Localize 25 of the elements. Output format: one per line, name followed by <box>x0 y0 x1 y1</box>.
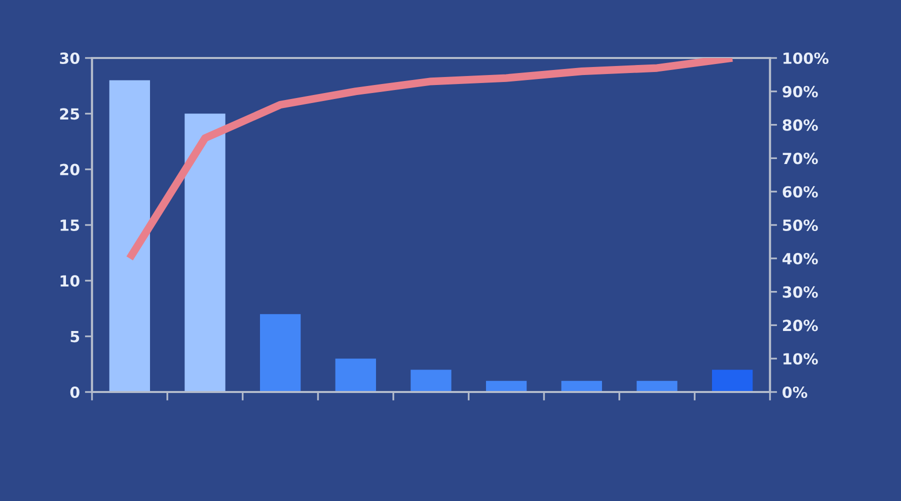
y-tick-label: 0 <box>70 386 80 398</box>
y2-tick-label: 20% <box>783 320 818 332</box>
y2-tick-label: 40% <box>782 252 818 264</box>
y2-tick-label: 70% <box>782 152 818 164</box>
bar <box>109 80 150 392</box>
y-tick-label: 15 <box>60 220 80 232</box>
y-tick-label: 20 <box>60 164 80 176</box>
y2-tick-label: 0% <box>782 386 808 398</box>
bar <box>636 380 678 392</box>
y-tick-label: 25 <box>60 108 80 120</box>
bar <box>260 314 301 392</box>
y2-tick-label: 100% <box>784 52 829 64</box>
y-tick-label: 5 <box>70 331 80 342</box>
y2-tick-label: 50% <box>782 219 818 232</box>
bar <box>712 370 753 392</box>
bar <box>410 370 452 392</box>
bar <box>184 114 226 392</box>
bar <box>335 358 376 392</box>
y-tick-label: 10 <box>60 275 80 287</box>
y2-tick-label: 10% <box>784 353 818 365</box>
y2-tick-label: 90% <box>782 86 818 98</box>
y2-tick-label: 60% <box>782 186 818 198</box>
y2-tick-label: 80% <box>782 119 818 131</box>
y2-tick-label: 30% <box>782 286 818 298</box>
y-tick-label: 30 <box>60 52 80 64</box>
